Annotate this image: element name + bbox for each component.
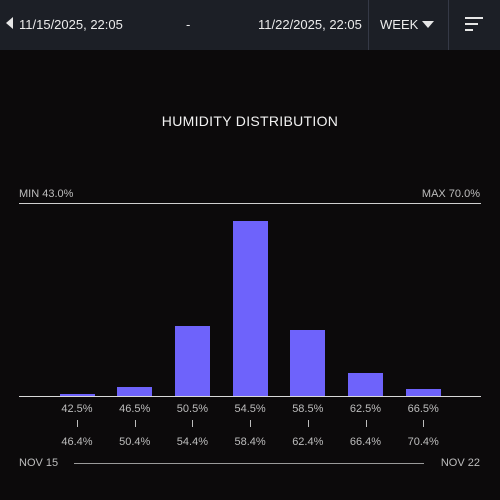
bin-tick	[307, 420, 309, 427]
bin-end-label: 70.4%	[407, 436, 439, 448]
start-date[interactable]: 11/15/2025, 22:05	[19, 17, 123, 32]
baseline	[19, 396, 481, 397]
histogram-bar	[290, 329, 326, 396]
bin-tick	[134, 420, 136, 427]
min-label: MIN 43.0%	[19, 188, 74, 200]
bin-start-label: 66.5%	[407, 403, 439, 415]
bin-tick	[365, 420, 367, 427]
sort-icon[interactable]	[449, 0, 500, 50]
bin-tick	[192, 420, 194, 427]
chevron-left-icon[interactable]	[6, 17, 13, 29]
histogram-bar	[117, 387, 153, 396]
bin-start-label: 62.5%	[349, 403, 382, 415]
bin-end-label: 66.4%	[349, 436, 382, 448]
date-start-label: NOV 15	[19, 457, 59, 469]
bin-tick	[250, 420, 252, 427]
period-label: WEEK	[380, 17, 419, 32]
caret-down-icon	[422, 21, 434, 28]
period-dropdown[interactable]: WEEK	[368, 0, 448, 50]
timeline	[74, 463, 424, 464]
bin-end-label: 62.4%	[292, 436, 324, 448]
divider	[368, 0, 369, 50]
max-label: MAX 70.0%	[421, 188, 480, 200]
chart-title: HUMIDITY DISTRIBUTION	[161, 113, 339, 129]
bin-start-label: 54.5%	[234, 403, 266, 415]
bin-start-label: 42.5%	[61, 403, 93, 415]
bin-tick	[77, 420, 78, 427]
histogram-bar	[232, 221, 268, 396]
histogram-bar	[59, 394, 95, 396]
divider	[448, 0, 449, 50]
bin-start-label: 58.5%	[292, 403, 324, 415]
histogram-bar	[405, 389, 441, 396]
date-separator: -	[186, 17, 191, 32]
date-end-label: NOV 22	[440, 457, 480, 469]
end-date[interactable]: 11/22/2025, 22:05	[258, 17, 362, 32]
top-bar: 11/15/2025, 22:05 - 11/22/2025, 22:05 WE…	[0, 0, 500, 50]
bin-end-label: 54.4%	[176, 436, 208, 448]
bin-end-label: 46.4%	[61, 436, 93, 448]
histogram-bar	[348, 373, 383, 396]
bin-end-label: 50.4%	[119, 436, 151, 448]
max-line	[19, 203, 481, 204]
bin-start-label: 50.5%	[176, 403, 208, 415]
bin-end-label: 58.4%	[234, 436, 266, 448]
bin-tick	[423, 420, 425, 427]
bin-start-label: 46.5%	[119, 403, 151, 415]
histogram-bar	[174, 326, 210, 396]
